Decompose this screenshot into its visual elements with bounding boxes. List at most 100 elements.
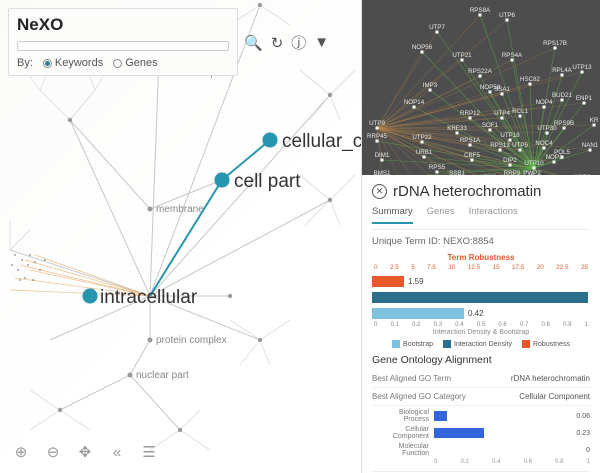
radio-icon-genes bbox=[113, 59, 122, 68]
unique-term-id: Unique Term ID: NEXO:8854 bbox=[372, 236, 590, 247]
network-label-kr: KR bbox=[590, 117, 599, 124]
tab-genes[interactable]: Genes bbox=[427, 206, 455, 224]
network-label-rrp9: RRP9 bbox=[504, 170, 521, 175]
network-label-sof1: SOF1 bbox=[482, 122, 499, 129]
interaction-density-bar[interactable] bbox=[372, 292, 588, 303]
network-label-dim1: DIM1 bbox=[375, 152, 390, 159]
network-label-nan1: NAN1 bbox=[582, 142, 599, 149]
network-edge bbox=[377, 60, 462, 128]
zoom-out-icon[interactable]: ⊖ bbox=[40, 439, 66, 465]
network-label-utp9: UTP9 bbox=[369, 120, 385, 127]
network-label-rpl4a: RPL4A bbox=[552, 67, 572, 74]
network-label-urb1: URB1 bbox=[416, 149, 433, 156]
label-protein-complex[interactable]: protein complex bbox=[156, 335, 227, 346]
network-label-dip2: DIP2 bbox=[503, 157, 517, 164]
label-cell-part[interactable]: cell part bbox=[234, 171, 301, 193]
node-membrane[interactable] bbox=[148, 207, 153, 212]
radio-icon-keywords bbox=[43, 59, 52, 68]
network-label-rps17b: RPS17B bbox=[543, 40, 567, 47]
search-input[interactable] bbox=[17, 41, 229, 51]
network-label-rrp45: RRP45 bbox=[367, 133, 388, 140]
network-label-kre33: KRE33 bbox=[447, 125, 467, 132]
robustness-legend: Bootstrap Interaction Density Robustness bbox=[372, 340, 590, 348]
term-tabs: Summary Genes Interactions bbox=[372, 206, 590, 230]
interaction-density-bar-row bbox=[372, 289, 590, 305]
term-details-panel: ✕ rDNA heterochromatin Summary Genes Int… bbox=[362, 175, 600, 473]
go-bar-biological-process[interactable] bbox=[434, 411, 447, 421]
details-panel: UTP9 UTP7 NOP56 RPS8A UTP6 UTP21 RPS22A RPS4A RP… bbox=[362, 0, 600, 473]
network-label-sik6: SIK6 bbox=[483, 174, 497, 175]
go-bar-row-bp: Biological Process 0.06 bbox=[372, 409, 590, 423]
fullscreen-icon[interactable]: ✥ bbox=[72, 439, 98, 465]
refresh-icon[interactable]: ↻ bbox=[271, 34, 284, 52]
go-alignment-title: Gene Ontology Alignment bbox=[372, 354, 590, 366]
search-box: NeXO By: Keywords Genes bbox=[8, 8, 238, 76]
network-label-ssa1: SSA1 bbox=[494, 86, 510, 93]
app-title: NeXO bbox=[17, 15, 229, 35]
search-toolbar-icons: 🔍 ↻ ⓙ ▼ bbox=[244, 32, 329, 53]
term-header: ✕ rDNA heterochromatin bbox=[372, 183, 590, 200]
collapse-icon[interactable]: « bbox=[104, 439, 130, 465]
close-icon[interactable]: ✕ bbox=[372, 184, 387, 199]
node-protein-complex[interactable] bbox=[148, 338, 153, 343]
term-title: rDNA heterochromatin bbox=[393, 183, 541, 200]
network-label-bud21: BUD21 bbox=[552, 92, 573, 99]
network-label-utp5: UTP5 bbox=[512, 142, 528, 149]
network-label-utp7: UTP7 bbox=[429, 24, 445, 31]
bootstrap-legend-swatch bbox=[392, 340, 400, 348]
network-label-cbf5: CBF5 bbox=[464, 152, 480, 159]
robustness-bottom-axis: 0 0.1 0.2 0.3 0.4 0.5 0.6 0.7 0.8 0.9 1 bbox=[372, 322, 590, 328]
search-icon[interactable]: 🔍 bbox=[244, 34, 263, 52]
zoom-in-icon[interactable]: ⊕ bbox=[8, 439, 34, 465]
robustness-bar[interactable] bbox=[372, 276, 404, 287]
bootstrap-bar[interactable] bbox=[372, 308, 464, 319]
ontology-tree-panel: cellular_component cell part intracellul… bbox=[0, 0, 362, 473]
network-label-ssb1: SSB1 bbox=[449, 170, 465, 175]
node-intracellular[interactable] bbox=[83, 289, 98, 304]
radio-keywords[interactable]: Keywords bbox=[43, 57, 103, 69]
help-icon[interactable]: ⓙ bbox=[291, 32, 306, 53]
chevron-down-icon[interactable]: ▼ bbox=[314, 34, 329, 51]
network-label-utp22: UTP22 bbox=[412, 134, 432, 141]
network-label-rps5: RPS5 bbox=[429, 164, 446, 171]
label-cellular-component[interactable]: cellular_component bbox=[282, 131, 362, 153]
go-bar-cellular-component[interactable] bbox=[434, 428, 484, 438]
go-row-category: Best Aligned GO Category Cellular Compon… bbox=[372, 388, 590, 406]
network-label-noc4: NOC4 bbox=[535, 140, 553, 147]
network-label-nop4: NOP4 bbox=[536, 99, 553, 106]
radio-genes[interactable]: Genes bbox=[113, 57, 157, 69]
network-label-nop14: NOP14 bbox=[404, 99, 425, 106]
network-label-imp3: IMP3 bbox=[423, 82, 438, 89]
network-label-pwp2: PWP2 bbox=[523, 170, 541, 175]
network-label-rps4a: RPS4A bbox=[502, 52, 523, 59]
network-label-rps22a: RPS22A bbox=[468, 68, 493, 75]
go-row-term: Best Aligned GO Term rDNA heterochromati… bbox=[372, 370, 590, 388]
network-label-utp21: UTP21 bbox=[452, 52, 472, 59]
network-label-nop6: NOP6 bbox=[574, 174, 591, 175]
label-membrane[interactable]: membrane bbox=[156, 204, 204, 215]
nexo-app: cellular_component cell part intracellul… bbox=[0, 0, 600, 473]
node-cellular-component[interactable] bbox=[263, 133, 278, 148]
go-bottom-axis: 0 0.2 0.4 0.6 0.8 1 bbox=[372, 459, 590, 465]
layers-icon[interactable]: ☰ bbox=[136, 439, 162, 465]
robustness-top-axis: 0 2.5 5 7.5 10 12.5 15 17.5 20 22.5 25 bbox=[372, 264, 590, 271]
gene-network-graph: UTP9 UTP7 NOP56 RPS8A UTP6 UTP21 RPS22A RPS4A RP… bbox=[362, 0, 600, 175]
node-nuclear-part[interactable] bbox=[128, 373, 133, 378]
network-label-nop1: NOP1 bbox=[546, 154, 563, 161]
network-label-hsc82: HSC82 bbox=[520, 76, 541, 83]
network-label-utp4: UTP4 bbox=[494, 110, 510, 117]
tab-summary[interactable]: Summary bbox=[372, 206, 413, 224]
tab-interactions[interactable]: Interactions bbox=[469, 206, 518, 224]
robustness-value-label: 1.59 bbox=[408, 277, 424, 286]
network-label-rps9b: RPS9B bbox=[554, 120, 574, 127]
network-label-rrp12: RRP12 bbox=[460, 110, 481, 117]
network-label-utp13: UTP13 bbox=[572, 64, 592, 71]
network-label-rps8a: RPS8A bbox=[470, 7, 491, 14]
interaction-density-legend-swatch bbox=[443, 340, 451, 348]
node-cell-part[interactable] bbox=[215, 173, 230, 188]
robustness-bars: 1.59 0.42 bbox=[372, 273, 590, 321]
robustness-axis-label: Interaction Density & Bootstrap bbox=[372, 329, 590, 336]
go-bar-row-mf: Molecular Function 0 bbox=[372, 443, 590, 457]
label-nuclear-part[interactable]: nuclear part bbox=[136, 370, 189, 381]
label-intracellular[interactable]: intracellular bbox=[100, 287, 197, 309]
